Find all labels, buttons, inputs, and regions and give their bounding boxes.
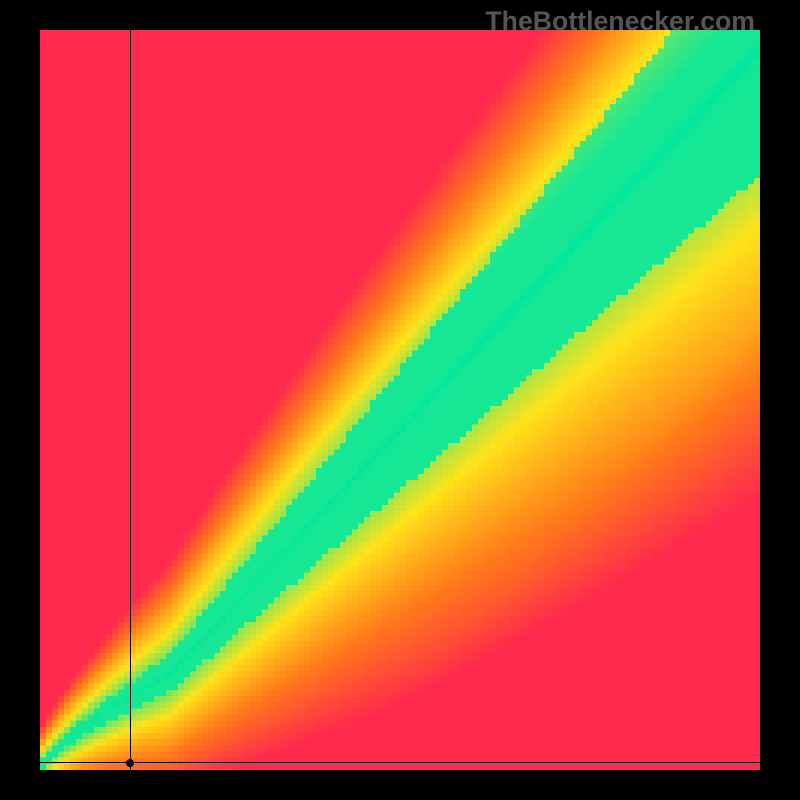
crosshair-horizontal xyxy=(40,762,760,763)
crosshair-point xyxy=(126,759,134,767)
chart-container: TheBottlenecker.com xyxy=(0,0,800,800)
crosshair-vertical xyxy=(130,30,131,770)
watermark-text: TheBottlenecker.com xyxy=(485,6,755,37)
bottleneck-heatmap xyxy=(40,30,760,770)
